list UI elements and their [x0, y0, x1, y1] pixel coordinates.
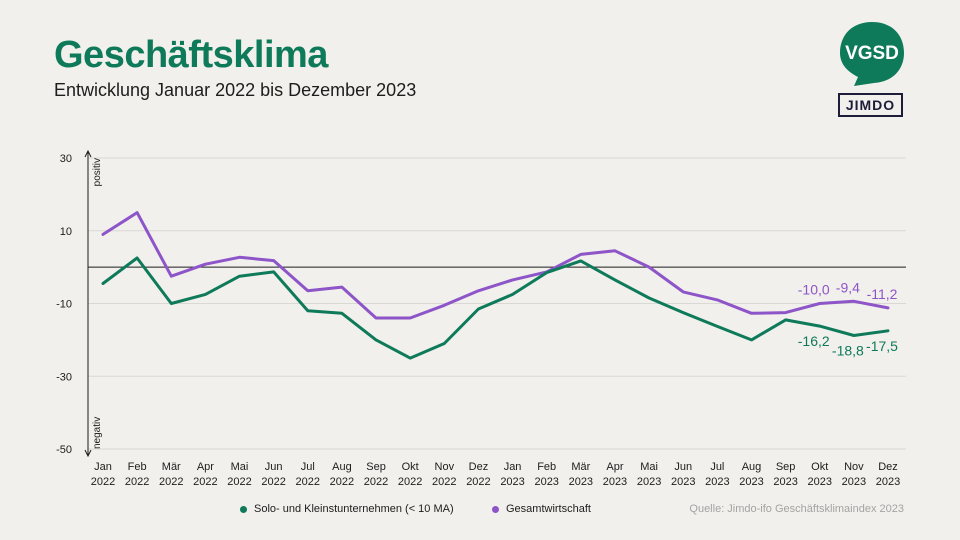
y-axis-negative-label: negativ	[92, 417, 103, 449]
x-tick-label: Apr 2023	[603, 461, 627, 488]
y-tick-label: -10	[56, 299, 72, 311]
source-note: Quelle: Jimdo-ifo Geschäftsklimaindex 20…	[689, 503, 904, 515]
y-axis-arrow-up	[84, 149, 92, 158]
x-tick-label: Nov 2023	[842, 461, 866, 488]
x-tick-label: Feb 2022	[125, 461, 149, 488]
y-axis-arrow-down	[84, 449, 92, 458]
x-tick-label: Okt 2023	[807, 461, 831, 488]
chart-subtitle: Entwicklung Januar 2022 bis Dezember 202…	[54, 80, 417, 100]
data-label-solo: -17,5	[866, 338, 898, 354]
jimdo-logo: JIMDO	[838, 93, 903, 117]
y-tick-label: 30	[60, 153, 72, 165]
data-label-solo: -18,8	[832, 343, 864, 359]
x-tick-label: Okt 2022	[398, 461, 422, 488]
x-tick-label: Jan 2023	[500, 461, 524, 488]
x-tick-label: Jul 2022	[296, 461, 320, 488]
x-tick-label: Sep 2022	[364, 461, 388, 488]
x-tick-label: Dez 2023	[876, 461, 900, 488]
legend-swatch-solo	[240, 505, 247, 513]
x-tick-label: Jan 2022	[91, 461, 115, 488]
y-axis-positive-label: positiv	[92, 158, 103, 186]
y-tick-label: -50	[56, 444, 72, 456]
x-tick-label: Jun 2023	[671, 461, 695, 488]
data-label-gesamt: -11,2	[867, 286, 898, 302]
x-tick-label: Dez 2022	[466, 461, 490, 488]
vgsd-logo: VGSD	[840, 22, 904, 86]
x-tick-label: Jun 2022	[261, 461, 285, 488]
y-tick-label: -30	[56, 371, 72, 383]
legend-item-gesamt: Gesamtwirtschaft	[492, 503, 591, 515]
legend-item-solo: Solo- und Kleinstunternehmen (< 10 MA)	[240, 503, 454, 515]
y-tick-label: 10	[60, 226, 72, 238]
legend-swatch-gesamt	[492, 505, 499, 513]
x-tick-label: Mär 2022	[159, 461, 183, 488]
x-tick-label: Jul 2023	[705, 461, 729, 488]
x-tick-label: Sep 2023	[773, 461, 797, 488]
chart-title: Geschäftsklima	[54, 34, 328, 76]
series-line-solo	[101, 256, 890, 360]
series-line-gesamt	[101, 211, 890, 320]
x-tick-label: Aug 2023	[739, 461, 763, 488]
x-tick-label: Aug 2022	[330, 461, 354, 488]
vgsd-logo-text: VGSD	[845, 43, 899, 64]
x-tick-label: Mai 2022	[227, 461, 251, 488]
x-tick-label: Mär 2023	[569, 461, 593, 488]
legend-label-solo: Solo- und Kleinstunternehmen (< 10 MA)	[254, 503, 454, 515]
x-tick-label: Feb 2023	[534, 461, 558, 488]
data-label-gesamt: -10,0	[798, 282, 830, 298]
x-tick-label: Mai 2023	[637, 461, 661, 488]
x-tick-label: Nov 2022	[432, 461, 456, 488]
legend-label-gesamt: Gesamtwirtschaft	[506, 503, 591, 515]
data-label-gesamt: -9,4	[836, 279, 860, 295]
data-label-solo: -16,2	[798, 333, 830, 349]
x-tick-label: Apr 2022	[193, 461, 217, 488]
